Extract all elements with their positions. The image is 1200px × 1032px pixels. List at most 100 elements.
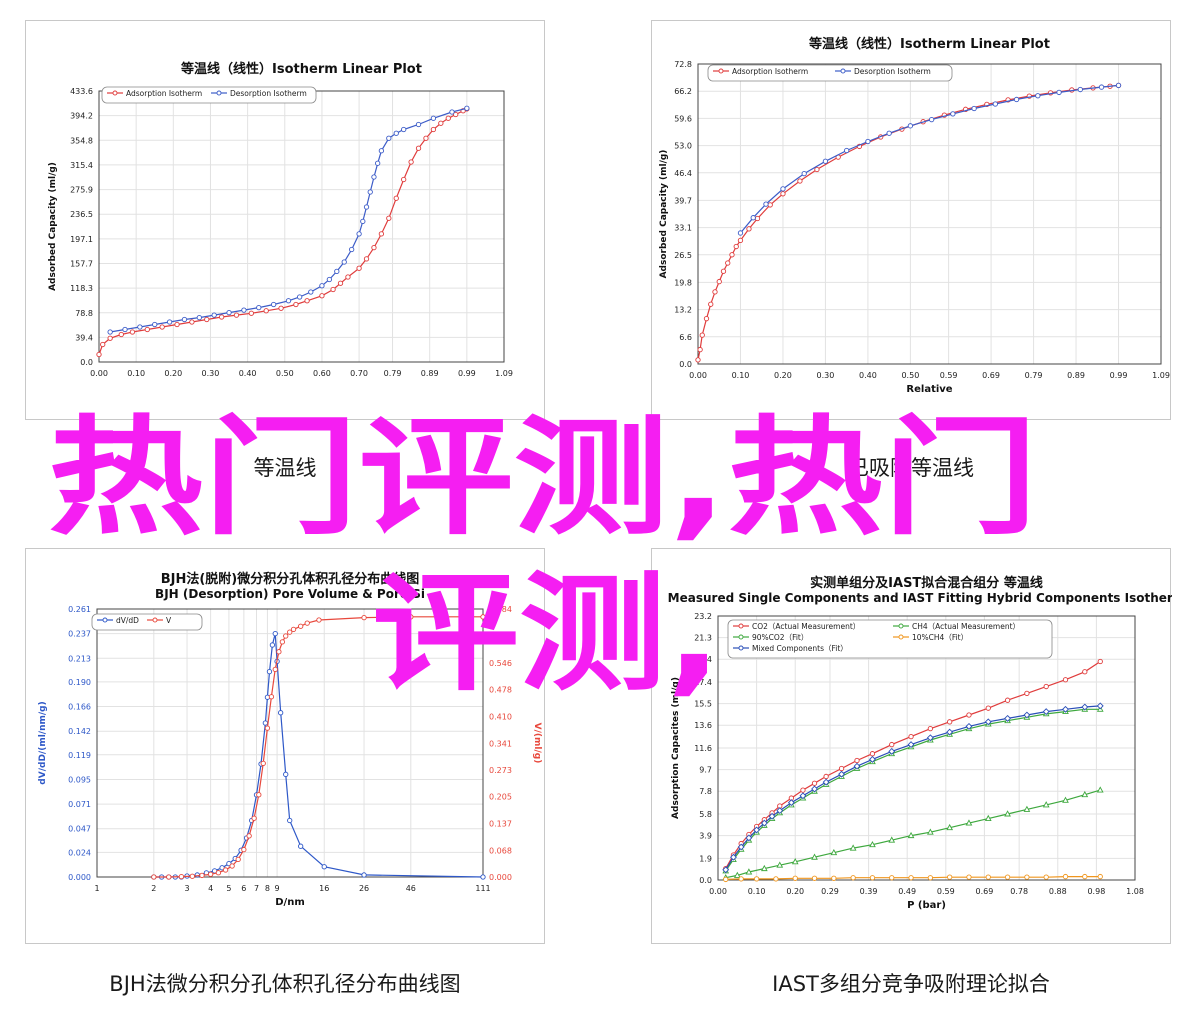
c1-series-0-point [144,326,150,333]
c4-series-1-point [946,823,954,831]
c1-series-0-point [204,316,210,323]
c2-y-axis-label: Adsorbed Capacity (ml/g) [659,150,669,279]
c4-series-1-point [760,864,768,872]
c1-series-1-point [464,105,470,111]
c3-x-tick-label: 7 [254,884,259,893]
c2-series-1-point [763,201,769,207]
c1-series-1-point [349,246,355,253]
c4-series-3-point [773,876,779,882]
c2-y-tick-label: 26.5 [674,251,692,260]
c1-series-0-point [386,215,392,221]
c1-y-tick-label: 275.9 [70,186,93,195]
c4-series-4-point [745,834,753,842]
c4-series-3-point [927,875,934,881]
c3-y-right-tick-label: 0.684 [489,605,512,614]
c1-series-1-point [363,204,370,210]
c1-x-tick-label: 0.10 [127,369,145,378]
c2-x-tick-label: 0.69 [982,371,1000,380]
adsorption-isotherm-plot-panel: 等温线（线性）Isotherm Linear Plot 0.00 0.10 0.20 0… [651,20,1171,420]
c3-series-1-point [235,856,241,863]
c3-x-tick-label: 1 [94,884,99,893]
c3-series-0-point [298,843,304,849]
c1-x-tick-label: 0.89 [421,369,439,378]
c1-series-1-point [367,189,373,195]
c3-x-tick-label: 6 [241,884,246,893]
c2-series-1-point [780,186,786,192]
c3-series-1-point [408,614,414,620]
c1-series-0-point [319,293,325,299]
c1-series-1-point [326,276,333,283]
caption-adsorbed-isotherm: 已吸附等温线 [848,456,974,480]
c2-series-0-point [754,215,761,222]
c3-series-1-point [361,614,367,621]
c1-legend-label: Desorption Isotherm [230,89,307,98]
c4-series-4-point [822,778,830,786]
c1-series-1-point [386,135,392,141]
c1-series-1-point [152,321,158,328]
c1-series-1-point [181,316,188,323]
c3-y-right-tick-label: 0.068 [489,846,512,855]
c2-y-tick-label: 19.8 [674,278,692,287]
c3-series-1-point [304,620,310,626]
c3-plot-frame [96,608,484,878]
c4-legend-marker [898,623,904,629]
c2-series-0-point [697,346,703,353]
c4-series-3-point [1004,874,1011,880]
c4-plot-frame [717,615,1136,881]
c3-y-axis-label: dV/dD/(ml/nm/g) [38,701,48,784]
c2-series-1-line [740,84,1119,234]
c1-series-1-point [137,324,143,330]
c4-series-3-point [811,875,818,881]
c4-series-1-point [1023,805,1031,812]
c4-series-0-point [1082,669,1088,675]
caption-iast: IAST多组分竞争吸附理论拟合 [772,972,1050,996]
c3-series-1-point [283,633,289,639]
c4-series-1-point [830,848,838,856]
c4-series-4-point [869,755,876,763]
c3-x-axis-label: D/nm [275,897,305,908]
c4-series-4-point [811,785,818,793]
c1-x-tick-label: 0.79 [384,369,402,378]
c2-x-tick-label: 0.40 [859,371,877,380]
c4-x-tick-label: 0.59 [937,887,955,896]
c1-y-tick-label: 78.8 [75,309,93,318]
c3-legend-label: V [166,616,172,625]
c3-y-tick-label: 0.024 [68,848,91,857]
c3-series-1-point [316,617,322,623]
c1-legend-marker [216,90,222,96]
bjh-pore-distribution-panel: BJH法(脱附)微分积分孔体积孔径分布曲线图 BJH (Desorption) P… [25,548,545,944]
c3-series-0-point [287,817,293,824]
c3-y-tick-label: 0.166 [68,703,91,712]
c4-series-3-point [792,875,798,881]
c1-series-1-point [308,289,314,295]
c4-series-0-point [800,787,806,793]
c4-series-0-point [908,733,914,740]
c1-y-tick-label: 157.7 [70,259,93,268]
c4-series-4-point [768,812,776,820]
c3-series-1-point [241,846,247,853]
c3-x-tick-label: 26 [359,884,369,893]
caption-bjh: BJH法微分积分孔体积孔径分布曲线图 [109,972,461,996]
c4-x-tick-label: 0.78 [1010,887,1028,896]
c1-series-0-point [330,286,336,293]
c4-series-0-point [1024,690,1030,697]
c4-series-3-point [1043,874,1049,880]
c4-y-tick-label: 1.9 [699,854,712,863]
c3-x-tick-label: 16 [319,884,329,893]
c4-series-3-point [947,874,953,880]
c4-y-tick-label: 21.3 [694,634,712,643]
c1-series-0-point [423,135,429,141]
c3-series-1-point [287,629,293,635]
c4-series-1-point [927,828,934,835]
c2-series-1-point [1098,84,1105,90]
c4-series-3-point [831,875,837,881]
c4-series-4-point [760,819,768,827]
c3-y-right-tick-label: 0.000 [489,873,512,882]
c4-y-tick-label: 3.9 [699,832,712,841]
c1-series-0-point [107,335,113,341]
c2-y-tick-label: 66.2 [674,87,692,96]
c1-series-0-point [438,120,444,126]
c1-y-tick-label: 433.6 [70,87,93,96]
c4-series-3-point [869,875,876,881]
c4-series-2-line [725,708,1101,872]
